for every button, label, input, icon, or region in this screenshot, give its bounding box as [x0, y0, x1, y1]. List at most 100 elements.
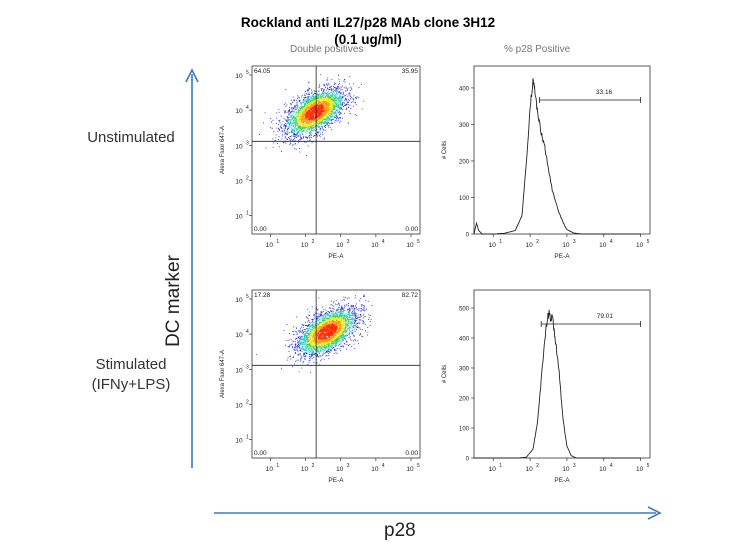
stimulated-dotplot-event — [308, 320, 310, 322]
unstimulated-dotplot-event — [294, 140, 296, 142]
stimulated-dotplot-event — [299, 339, 301, 341]
stimulated-dotplot-event — [357, 314, 359, 316]
unstimulated-dotplot-event — [316, 118, 318, 120]
stimulated-dotplot-event — [307, 341, 308, 343]
unstimulated-dotplot-event — [308, 107, 309, 109]
stimulated-dotplot-event — [310, 345, 312, 347]
unstimulated-dotplot-event — [330, 107, 331, 109]
unstimulated-dotplot-event — [325, 99, 327, 101]
unstimulated-dotplot-event — [317, 103, 319, 104]
unstimulated-dotplot-event — [338, 98, 340, 99]
unstimulated-dotplot-event — [305, 122, 307, 124]
stimulated-dotplot-event — [300, 341, 302, 343]
unstimulated-dotplot-event — [314, 108, 316, 109]
unstimulated-dotplot-event — [339, 117, 341, 119]
unstimulated-dotplot-event — [293, 120, 295, 122]
stimulated-dotplot-event — [316, 318, 318, 320]
unstimulated-dotplot-event — [304, 103, 306, 104]
unstimulated-dotplot-event — [329, 107, 331, 108]
unstimulated-dotplot-event — [310, 102, 312, 103]
unstimulated-dotplot-event — [306, 101, 308, 102]
stimulated-dotplot-event — [335, 339, 337, 341]
unstimulated-dotplot-event — [311, 124, 313, 126]
unstimulated-dotplot-event — [312, 124, 314, 126]
unstimulated-dotplot-event — [321, 116, 322, 118]
unstimulated-dotplot-event — [331, 102, 332, 104]
unstimulated-dotplot-event — [327, 102, 329, 104]
unstimulated-dotplot-event — [301, 129, 303, 131]
unstimulated-dotplot-event — [302, 118, 303, 120]
unstimulated-dotplot-quadrant-top-right: 35.95 — [402, 68, 419, 75]
stimulated-dotplot-event — [325, 313, 327, 315]
unstimulated-dotplot-event — [323, 120, 325, 122]
unstimulated-dotplot-event — [319, 123, 321, 124]
unstimulated-dotplot-event — [284, 133, 286, 135]
unstimulated-dotplot-event — [325, 112, 327, 114]
unstimulated-dotplot-event — [324, 107, 326, 108]
stimulated-dotplot-event — [300, 331, 302, 333]
unstimulated-dotplot-event — [299, 123, 301, 125]
stimulated-dotplot-event — [331, 317, 333, 319]
stimulated-dotplot-event — [310, 348, 312, 350]
unstimulated-dotplot-event — [329, 109, 330, 111]
unstimulated-dotplot-event — [308, 105, 309, 107]
unstimulated-dotplot-event — [297, 114, 299, 116]
stimulated-dotplot-event — [347, 297, 349, 299]
stimulated-dotplot-event — [321, 344, 323, 346]
unstimulated-dotplot-event — [333, 86, 334, 88]
unstimulated-dotplot-event — [323, 97, 325, 99]
unstimulated-dotplot-event — [324, 108, 326, 110]
stimulated-dotplot-event — [299, 342, 301, 344]
stimulated-dotplot-event — [338, 303, 340, 305]
unstimulated-dotplot-event — [310, 108, 312, 110]
unstimulated-dotplot-event — [323, 110, 325, 111]
unstimulated-dotplot-event — [297, 120, 298, 122]
unstimulated-dotplot-event — [289, 132, 291, 133]
unstimulated-dotplot-event — [288, 137, 289, 138]
stimulated-dotplot-event — [309, 315, 310, 316]
unstimulated-dotplot-event — [340, 94, 342, 96]
stimulated-dotplot-event — [335, 340, 337, 342]
stimulated-dotplot-event — [356, 307, 357, 308]
stimulated-dotplot-event — [333, 315, 335, 317]
unstimulated-dotplot-event — [316, 122, 318, 124]
stimulated-dotplot-event — [350, 325, 352, 327]
unstimulated-dotplot-event — [309, 116, 311, 118]
unstimulated-dotplot-event — [308, 114, 309, 116]
unstimulated-dotplot-event — [339, 100, 340, 102]
unstimulated-dotplot-event — [307, 124, 309, 126]
unstimulated-dotplot-event — [317, 113, 319, 115]
stimulated-dotplot-xtick-label-4: 10 5 — [406, 463, 420, 473]
stimulated-dotplot-event — [292, 331, 294, 332]
stimulated-dotplot-event — [345, 338, 346, 340]
unstimulated-dotplot-event — [346, 100, 348, 102]
stimulated-dotplot-event — [341, 318, 342, 320]
stimulated-dotplot-event — [357, 316, 359, 318]
unstimulated-dotplot-event — [342, 117, 344, 119]
stimulated-dotplot-event — [301, 343, 303, 345]
stimulated-dotplot-event — [305, 341, 307, 343]
unstimulated-dotplot-event — [301, 137, 302, 139]
stimulated-dotplot-event — [312, 349, 313, 351]
stimulated-dotplot-event — [312, 327, 314, 329]
stimulated-dotplot-event — [320, 320, 322, 322]
stimulated-dotplot-event — [287, 346, 289, 347]
unstimulated-dotplot-event — [310, 107, 311, 109]
stimulated-dotplot-event — [326, 346, 328, 347]
stimulated-dotplot-event — [334, 340, 336, 342]
unstimulated-dotplot-event — [337, 104, 339, 106]
stimulated-dotplot-event — [318, 324, 320, 326]
unstimulated-dotplot-event — [309, 114, 310, 116]
stimulated-dotplot-event — [311, 351, 313, 353]
unstimulated-dotplot-event — [330, 122, 332, 124]
stimulated-dotplot-event — [342, 330, 344, 332]
unstimulated-dotplot-event — [317, 123, 319, 125]
unstimulated-dotplot-event — [293, 131, 295, 133]
unstimulated-dotplot-event — [282, 121, 284, 123]
stimulated-dotplot-event — [316, 346, 318, 347]
unstimulated-dotplot-event — [307, 114, 309, 115]
unstimulated-dotplot-event — [336, 103, 338, 104]
unstimulated-dotplot-event — [312, 107, 314, 109]
unstimulated-dotplot-event — [309, 101, 311, 103]
unstimulated-dotplot-event — [328, 88, 330, 90]
